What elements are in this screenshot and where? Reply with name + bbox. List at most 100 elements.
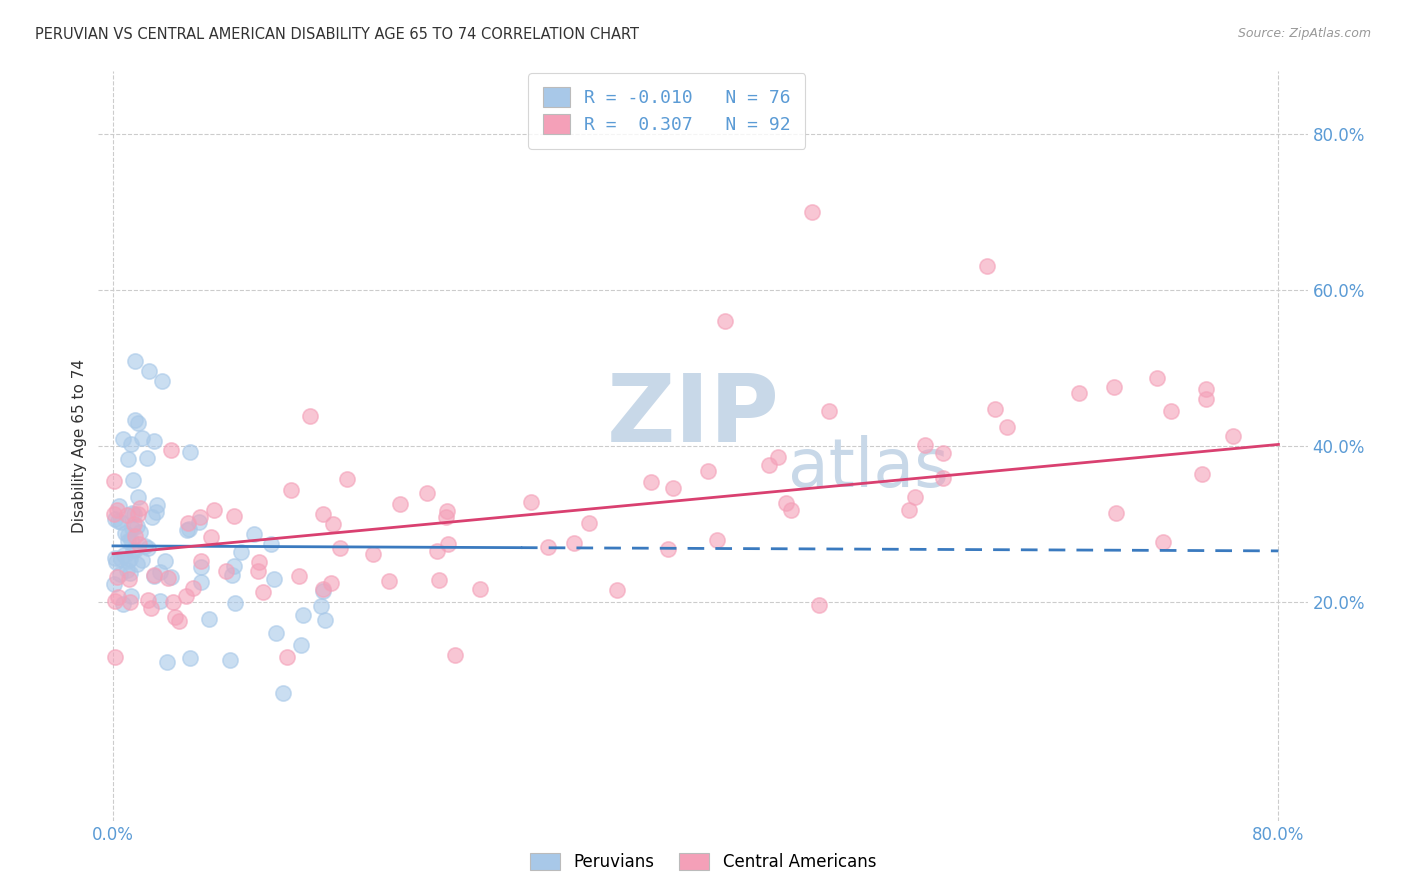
Point (247, 564, 270, 578)
Point (138, 364, 160, 378)
Point (111, 432, 134, 446)
Point (120, 533, 142, 548)
Point (426, 544, 449, 558)
Point (427, 574, 450, 588)
Point (127, 490, 149, 504)
Point (122, 543, 145, 558)
Point (1191, 467, 1213, 482)
Point (160, 442, 183, 457)
Point (932, 446, 955, 460)
Point (105, 570, 128, 584)
Point (149, 565, 172, 579)
Point (104, 551, 127, 566)
Point (125, 558, 148, 572)
Point (215, 564, 238, 578)
Point (121, 474, 143, 488)
Point (775, 496, 797, 510)
Point (149, 594, 172, 608)
Point (107, 590, 129, 604)
Point (143, 567, 166, 582)
Point (125, 519, 148, 533)
Point (145, 505, 167, 519)
Point (606, 582, 628, 597)
Point (121, 506, 143, 520)
Point (103, 474, 125, 488)
Point (110, 552, 132, 566)
Point (252, 585, 274, 599)
Point (222, 508, 245, 523)
Point (136, 451, 159, 466)
Point (662, 482, 685, 496)
Point (1102, 380, 1125, 394)
Point (200, 530, 222, 544)
Point (329, 541, 352, 555)
Point (124, 542, 146, 557)
Point (179, 445, 201, 459)
Point (231, 544, 253, 558)
Point (562, 535, 585, 549)
Point (224, 559, 246, 574)
Point (766, 450, 789, 464)
Text: Source: ZipAtlas.com: Source: ZipAtlas.com (1237, 27, 1371, 40)
Point (758, 458, 780, 472)
Point (127, 416, 149, 430)
Point (202, 502, 225, 516)
Point (110, 566, 132, 581)
Point (117, 527, 139, 541)
Point (124, 529, 146, 543)
Legend: R = -0.010   N = 76, R =  0.307   N = 92: R = -0.010 N = 76, R = 0.307 N = 92 (529, 73, 806, 149)
Point (129, 525, 152, 540)
Point (117, 508, 139, 523)
Point (138, 541, 160, 556)
Point (336, 472, 359, 486)
Point (105, 503, 128, 517)
Point (657, 542, 679, 557)
Point (190, 574, 212, 589)
Point (298, 409, 321, 423)
Point (378, 574, 401, 589)
Point (121, 521, 143, 535)
Point (112, 548, 135, 562)
Point (174, 589, 197, 603)
Point (706, 533, 728, 547)
Point (898, 503, 921, 517)
Point (141, 510, 163, 524)
Text: ZIP: ZIP (606, 370, 779, 462)
Point (801, 205, 824, 219)
Point (312, 583, 335, 598)
Point (520, 495, 543, 509)
Point (120, 566, 142, 580)
Point (714, 314, 737, 328)
Point (976, 260, 998, 274)
Point (103, 576, 125, 591)
Point (263, 572, 285, 586)
Point (1222, 429, 1244, 443)
Point (983, 402, 1005, 417)
Point (198, 612, 221, 626)
Point (1152, 535, 1174, 549)
Point (156, 655, 179, 669)
Point (290, 639, 312, 653)
Point (1146, 371, 1168, 385)
Point (176, 516, 198, 530)
Point (110, 515, 132, 529)
Point (444, 648, 467, 662)
Point (160, 570, 183, 584)
Point (103, 507, 125, 521)
Point (122, 516, 145, 531)
Point (537, 541, 560, 555)
Point (434, 509, 457, 524)
Point (120, 589, 142, 603)
Point (115, 563, 138, 577)
Point (188, 509, 211, 524)
Point (142, 569, 165, 583)
Point (779, 503, 801, 517)
Point (311, 582, 333, 596)
Legend: Peruvians, Central Americans: Peruvians, Central Americans (522, 845, 884, 880)
Point (190, 554, 212, 568)
Point (817, 404, 839, 418)
Point (107, 514, 129, 528)
Point (271, 686, 294, 700)
Point (1194, 392, 1216, 407)
Point (120, 595, 142, 609)
